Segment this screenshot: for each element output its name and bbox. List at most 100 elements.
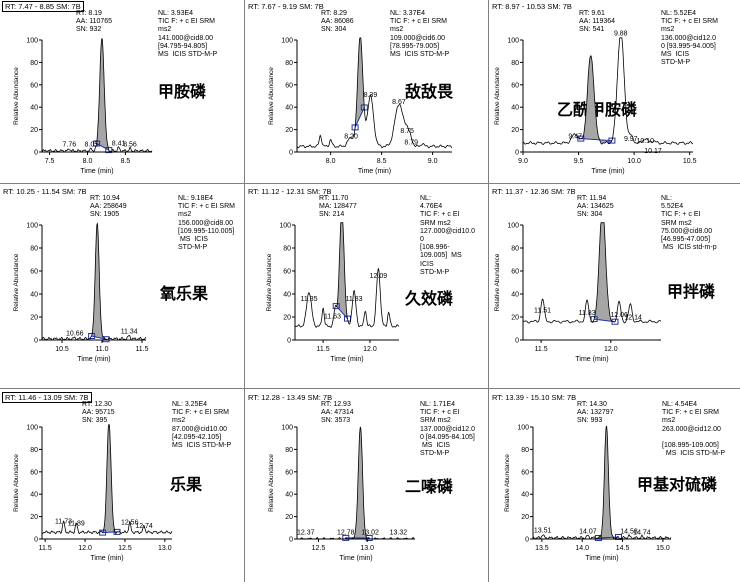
y-tick-label: 100 <box>517 425 529 432</box>
rt-header: RT: 12.28 - 13.49 SM: 7B <box>248 393 333 402</box>
scan-info: NL: 3.37E4 TIC F: + c EI SRM ms2 109.000@ci… <box>390 10 449 59</box>
y-axis-label: Relative Abundance <box>13 454 20 512</box>
peak-info-line: RT: 11.70 <box>319 195 349 202</box>
scan-info: NL: 4.54E4 TIC F: + c EI SRM ms2 263.000@ci… <box>662 401 725 458</box>
scan-info: NL: 4.76E4 TIC F: + c EI SRM ms2 127.000@cid… <box>420 195 475 277</box>
y-tick-label: 0 <box>34 537 38 544</box>
scan-info-line: ms2 <box>390 26 404 34</box>
peak-label: 11.35 <box>301 296 318 303</box>
peak-info-line: SN: 3573 <box>321 417 351 425</box>
rt-header: RT: 13.39 - 15.10 SM: 7B <box>492 393 577 402</box>
y-tick-label: 20 <box>30 315 38 322</box>
scan-info-line: TIC F: + c EI SRM <box>662 409 719 417</box>
chromatogram-panel: RT: 7.47 - 8.85 SM: 7B RT: 8.19 AA: 110765… <box>0 0 244 182</box>
scan-info-line: MS ICIS STD-M-P <box>662 450 725 458</box>
scan-info-line: 156.000@cid8.00 <box>178 219 233 227</box>
y-tick-label: 100 <box>26 223 38 230</box>
rt-header: RT: 7.67 - 9.19 SM: 7B <box>248 2 324 11</box>
compound-name: 乐果 <box>170 475 203 494</box>
y-tick-label: 80 <box>521 447 529 454</box>
scan-info-line: 0 [93.995-94.005] <box>661 42 716 50</box>
x-tick-label: 10.5 <box>55 346 69 353</box>
peak-info-line: SN: 541 <box>579 26 605 34</box>
y-tick-label: 40 <box>283 292 291 299</box>
scan-info-line: MS ICIS <box>661 51 690 59</box>
scan-info-line: NL: 9.18E4 <box>178 195 214 202</box>
scan-info-line: MS ICIS <box>178 236 208 244</box>
peak-label: 8.20 <box>344 134 358 141</box>
compound-name: 乙酰甲胺磷 <box>557 100 638 119</box>
scan-info-line: 263.000@cid12.00 <box>662 425 721 433</box>
peak-label: 12.06 <box>610 312 628 319</box>
y-tick-label: 40 <box>285 105 293 112</box>
chromatogram-plot: 0 20 40 60 80 100 10.5 11.0 11.5 Time (min) Relati… <box>13 222 149 363</box>
scan-info-line: SRM ms2 <box>420 219 451 227</box>
x-tick-label: 15.0 <box>656 545 670 552</box>
scan-info: NL: 5.52E4 TIC F: + c EI SRM ms2 136.000@ci… <box>661 10 718 67</box>
rt-header: RT: 7.47 - 8.85 SM: 7B <box>2 1 84 12</box>
y-tick-label: 20 <box>283 315 291 322</box>
scan-info-line: 137.000@cid12.0 <box>420 425 475 433</box>
scan-info-line: MS ICIS STD-M-P <box>158 51 218 59</box>
x-tick-label: 8.5 <box>121 158 131 165</box>
chromatogram-trace <box>41 38 153 153</box>
peak-info-line: MA: 128477 <box>319 203 357 211</box>
x-tick-label: 13.5 <box>535 545 549 552</box>
integration-baseline <box>96 143 110 151</box>
plot-axes <box>294 225 399 341</box>
integration-baseline <box>354 107 365 128</box>
peak-label: 10.10 <box>636 138 654 145</box>
chromatogram-plot: 0 20 40 60 80 100 9.0 9.5 10.0 10.5 Time (min) Rela… <box>494 31 697 175</box>
chromatogram-panel: RT: 13.39 - 15.10 SM: 7B RT: 14.30 AA: 132… <box>489 391 740 582</box>
scan-info-line: [78.995-79.005] <box>390 42 440 50</box>
chromatogram-plot: 0 20 40 60 80 100 13.5 14.0 14.5 15.0 Time (min) Re… <box>504 425 672 562</box>
y-axis-label: Relative Abundance <box>268 454 275 512</box>
scan-info-line: SRM ms2 <box>661 219 692 227</box>
panel-divider <box>0 388 740 389</box>
chromatogram-plot: 0 20 40 60 80 100 12.5 13.0 Time (min) Relative A… <box>268 425 415 562</box>
y-axis-label: Relative Abundance <box>13 67 20 125</box>
y-tick-label: 100 <box>281 425 293 432</box>
peak-info-line: SN: 304 <box>321 26 347 34</box>
integration-marker <box>105 147 113 154</box>
peak-info: RT: 10.94 AA: 258649 SN: 1905 <box>90 195 127 220</box>
y-tick-label: 100 <box>507 38 519 45</box>
scan-info-line: MS ICIS STD-M-P <box>390 51 450 59</box>
peak-info-line: AA: 132797 <box>577 409 614 417</box>
peak-label: 8.39 <box>364 92 378 99</box>
y-tick-label: 80 <box>30 60 38 67</box>
y-tick-label: 60 <box>285 82 293 89</box>
peak-label: 14.74 <box>633 530 651 537</box>
chromatogram-trace <box>522 222 662 324</box>
scan-info-line: NL: 5.52E4 <box>661 10 697 17</box>
y-tick-label: 40 <box>285 492 293 499</box>
peak-info: RT: 12.30 AA: 95715 SN: 395 <box>82 401 115 426</box>
peak-info-line: AA: 95715 <box>82 409 115 417</box>
peak-label: 8.75 <box>400 128 414 135</box>
compound-name: 二嗪磷 <box>405 477 454 496</box>
y-tick-label: 80 <box>30 246 38 253</box>
scan-info-line: NL: 3.25E4 <box>172 401 208 408</box>
scan-info-line: 127.000@cid10.0 <box>420 227 475 235</box>
integrated-peak-area <box>91 223 106 340</box>
scan-info-line: [94.795-94.805] <box>158 42 208 50</box>
y-tick-label: 80 <box>285 447 293 454</box>
scan-info: NL: 1.71E4 TIC F: + c EI SRM ms2 137.000@ci… <box>420 401 475 458</box>
peak-label: 9.47 <box>568 134 582 141</box>
compound-name: 甲基对硫磷 <box>637 475 718 494</box>
integrated-peak-area <box>345 427 370 539</box>
chromatogram-trace <box>296 37 453 149</box>
peak-label: 9.97 <box>624 136 638 143</box>
peak-label: 12.56 <box>121 520 139 527</box>
y-tick-label: 60 <box>30 269 38 276</box>
peak-info-line: RT: 11.94 <box>577 195 607 202</box>
scan-info-line: ms2 <box>178 211 192 219</box>
integration-marker <box>88 333 96 339</box>
peak-label: 11.83 <box>579 310 596 317</box>
integration-baseline <box>598 536 619 539</box>
y-tick-label: 100 <box>281 38 293 45</box>
y-axis-label: Relative Abundance <box>494 67 501 125</box>
scan-info-line: SRM ms2 <box>420 417 451 425</box>
x-tick-label: 9.0 <box>518 158 528 165</box>
integration-baseline <box>102 531 118 534</box>
